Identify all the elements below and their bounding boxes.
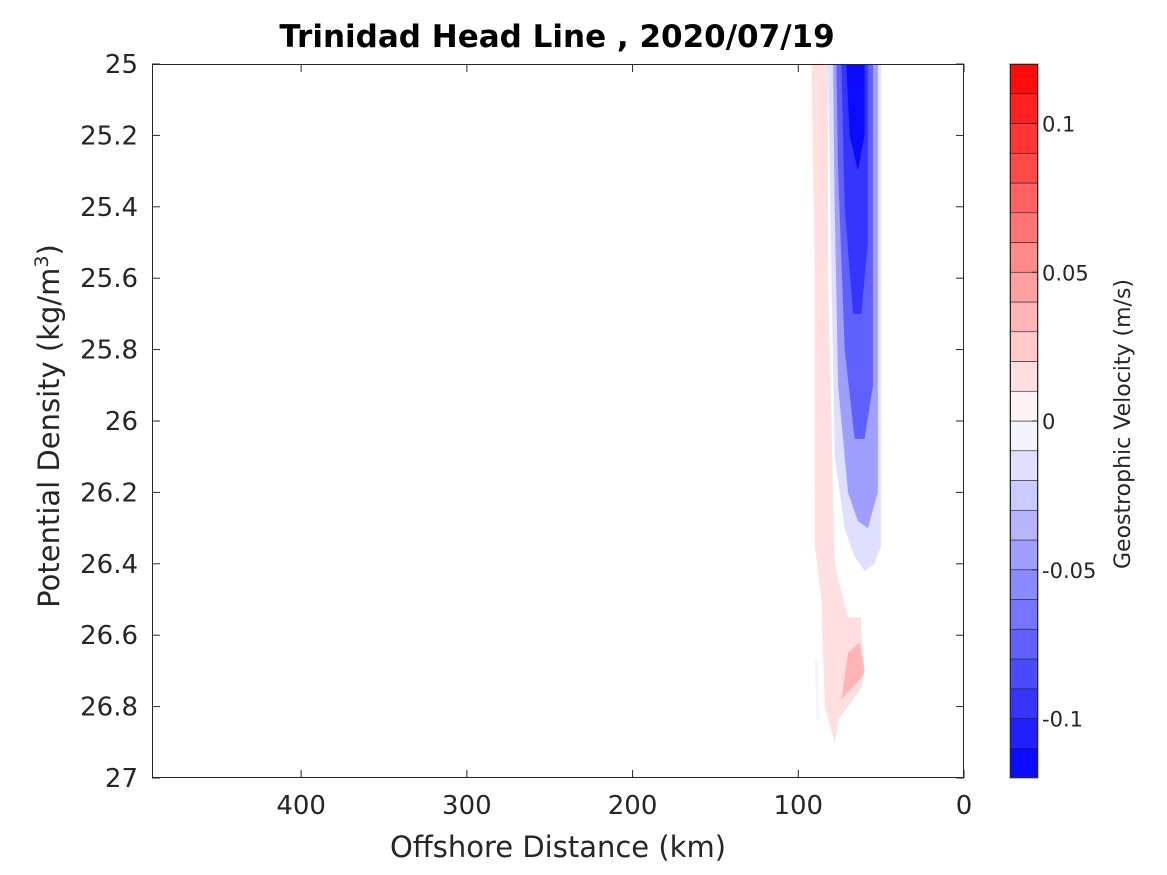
chart-title: Trinidad Head Line , 2020/07/19 — [279, 19, 834, 55]
colorbar-swatch — [1009, 718, 1039, 749]
colorbar-swatch — [1009, 747, 1039, 779]
colorbar-ticks: 0.1 0.05 0 -0.05 -0.1 — [1032, 113, 1096, 732]
colorbar-swatch — [1009, 688, 1039, 719]
y-tick-label: 26 — [105, 407, 138, 437]
contour-fill — [811, 64, 882, 743]
y-tick-label: 25.4 — [80, 193, 138, 223]
x-tick-label: 300 — [442, 791, 492, 821]
y-tick-label: 26.2 — [80, 478, 138, 508]
colorbar-label: Geostrophic Velocity (m/s) — [1111, 279, 1136, 569]
contour-negative-jet-max — [846, 64, 865, 172]
x-tick-label: 200 — [608, 791, 658, 821]
colorbar-swatch — [1009, 331, 1039, 362]
colorbar-swatch — [1009, 390, 1039, 422]
colorbar-swatch — [1009, 628, 1039, 660]
x-tick-label: 0 — [956, 791, 973, 821]
y-axis-label: Potential Density (kg/m3) — [31, 244, 66, 608]
y-tick-label: 27 — [105, 764, 138, 794]
x-axis: 400 300 200 100 0 — [276, 64, 972, 821]
colorbar-swatch — [1009, 152, 1039, 184]
colorbar-swatch — [1009, 63, 1039, 95]
colorbar-tick-label: -0.1 — [1042, 708, 1083, 732]
y-tick-label: 26.4 — [80, 550, 138, 580]
plot-area: 400 300 200 100 0 25 25.2 25.4 25.6 25.8 26 26.2 26… — [80, 50, 972, 821]
colorbar-swatch — [1009, 509, 1039, 541]
y-tick-label: 26.8 — [80, 693, 138, 723]
colorbar-swatch — [1009, 182, 1039, 214]
colorbar-swatch — [1009, 599, 1039, 630]
colorbar-swatch — [1009, 242, 1039, 273]
contour-positive-deep-core — [841, 642, 865, 700]
y-axis-label-superscript: 3 — [31, 255, 53, 267]
colorbar-swatch — [1009, 123, 1039, 154]
contour-negative-deep-blip — [814, 660, 820, 721]
colorbar-swatch — [1009, 569, 1039, 600]
x-tick-label: 100 — [773, 791, 823, 821]
y-axis: 25 25.2 25.4 25.6 25.8 26 26.2 26.4 26.6 26.8 27 — [80, 50, 964, 794]
colorbar-swatch — [1009, 361, 1039, 392]
colorbar-swatch — [1009, 480, 1039, 511]
y-tick-label: 25.6 — [80, 264, 138, 294]
colorbar: 0.1 0.05 0 -0.05 -0.1 — [1009, 63, 1096, 779]
colorbar-swatch — [1009, 93, 1039, 124]
colorbar-swatch — [1009, 450, 1039, 481]
x-tick-label: 400 — [276, 791, 326, 821]
x-axis-label: Offshore Distance (km) — [390, 830, 726, 864]
y-tick-label: 26.6 — [80, 621, 138, 651]
contour-positive-near-surface — [814, 64, 825, 493]
colorbar-tick-label: 0.1 — [1042, 113, 1075, 137]
colorbar-swatch — [1009, 539, 1039, 571]
y-axis-label-main: Potential Density (kg/m — [32, 268, 66, 608]
colorbar-swatch — [1009, 301, 1039, 333]
colorbar-swatch — [1009, 658, 1039, 690]
colorbar-tick-label: 0.05 — [1042, 261, 1089, 285]
colorbar-swatch — [1009, 271, 1039, 303]
y-tick-label: 25.8 — [80, 336, 138, 366]
colorbar-tick-label: 0 — [1042, 410, 1055, 434]
colorbar-swatch — [1009, 420, 1039, 452]
y-tick-label: 25 — [105, 50, 138, 80]
colorbar-tick-label: -0.05 — [1042, 559, 1096, 583]
y-axis-label-close: ) — [32, 244, 66, 255]
y-tick-label: 25.2 — [80, 121, 138, 151]
colorbar-swatch — [1009, 212, 1039, 243]
